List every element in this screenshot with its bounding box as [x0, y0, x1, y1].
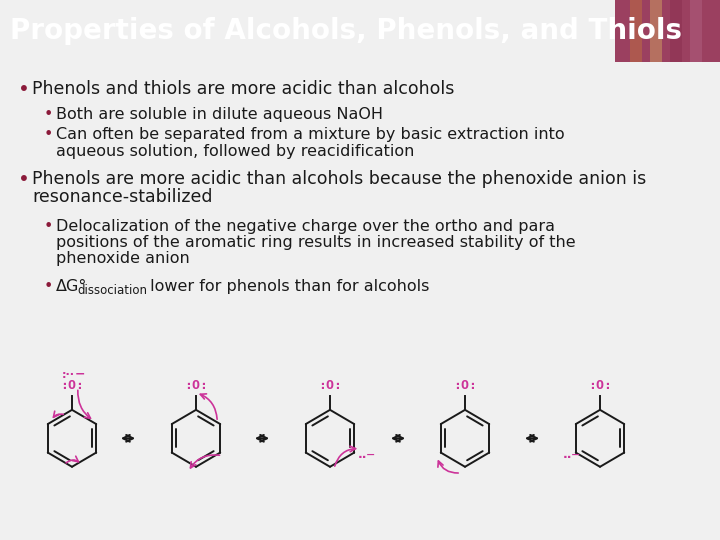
- Bar: [690, 0, 702, 62]
- Text: •: •: [18, 170, 30, 189]
- Text: Phenols and thiols are more acidic than alcohols: Phenols and thiols are more acidic than …: [32, 80, 454, 98]
- Text: Properties of Alcohols, Phenols, and Thiols: Properties of Alcohols, Phenols, and Thi…: [10, 17, 682, 45]
- Text: ··: ··: [358, 451, 368, 464]
- Text: Phenols are more acidic than alcohols because the phenoxide anion is: Phenols are more acidic than alcohols be…: [32, 170, 647, 188]
- Text: :··: :··: [61, 370, 74, 380]
- Text: lower for phenols than for alcohols: lower for phenols than for alcohols: [145, 279, 429, 294]
- Bar: [615, 0, 720, 62]
- Text: •: •: [44, 107, 53, 122]
- Text: positions of the aromatic ring results in increased stability of the: positions of the aromatic ring results i…: [56, 235, 575, 250]
- Text: dissociation: dissociation: [77, 284, 147, 297]
- Text: •: •: [44, 127, 53, 142]
- Text: aqueous solution, followed by reacidification: aqueous solution, followed by reacidific…: [56, 145, 415, 159]
- Text: :O:: :O:: [588, 379, 612, 392]
- Text: :O:: :O:: [184, 379, 208, 392]
- Text: •: •: [18, 80, 30, 99]
- Text: phenoxide anion: phenoxide anion: [56, 251, 190, 266]
- Text: resonance-stabilized: resonance-stabilized: [32, 188, 212, 206]
- Bar: [650, 0, 662, 62]
- Text: −: −: [570, 450, 580, 460]
- Text: −: −: [366, 450, 376, 460]
- Bar: [630, 0, 642, 62]
- Bar: [670, 0, 682, 62]
- Text: Delocalization of the negative charge over the ortho and para: Delocalization of the negative charge ov…: [56, 219, 555, 234]
- Text: •: •: [44, 279, 53, 294]
- Text: :O:: :O:: [453, 379, 477, 392]
- Text: •: •: [44, 219, 53, 234]
- Text: ··: ··: [562, 451, 572, 464]
- Text: −: −: [75, 368, 85, 381]
- Text: Both are soluble in dilute aqueous NaOH: Both are soluble in dilute aqueous NaOH: [56, 107, 383, 122]
- Text: :O:: :O:: [60, 379, 84, 392]
- Text: ΔG°: ΔG°: [56, 279, 87, 294]
- Text: Can often be separated from a mixture by basic extraction into: Can often be separated from a mixture by…: [56, 127, 564, 142]
- Text: :O:: :O:: [318, 379, 342, 392]
